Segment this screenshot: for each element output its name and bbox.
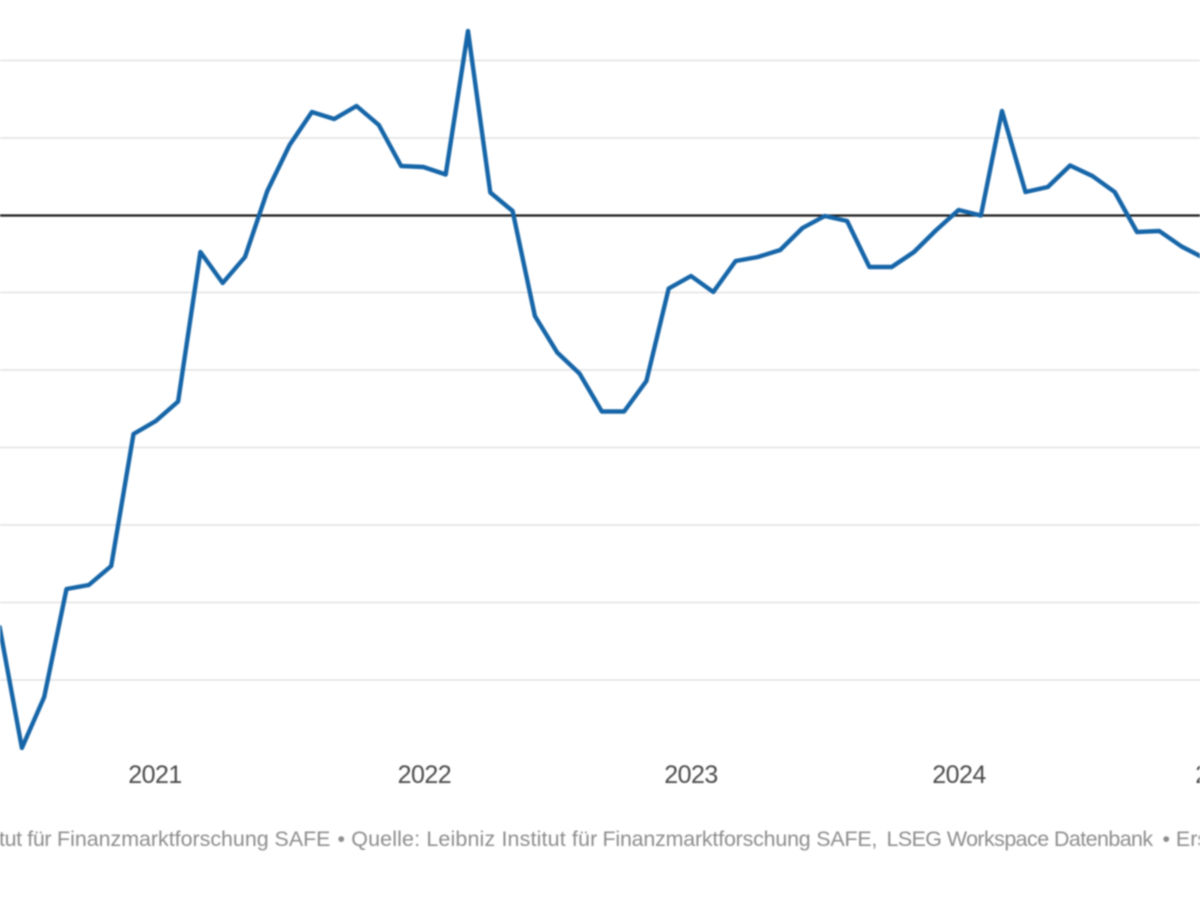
svg-text:• Quelle: Leibniz Institut für: • Quelle: Leibniz Institut für — [338, 827, 598, 851]
svg-text:2021: 2021 — [128, 761, 182, 789]
svg-text:Finanzmarktforschung SAFE,: Finanzmarktforschung SAFE, — [603, 827, 878, 851]
svg-text:Finanzmarktforschung SAFE: Finanzmarktforschung SAFE — [57, 827, 330, 851]
svg-text:• Erstellt mit Datawrapper: • Erstellt mit Datawrapper — [1163, 827, 1200, 851]
svg-text:tut für: tut für — [0, 827, 51, 851]
svg-text:2025: 2025 — [1195, 761, 1200, 789]
svg-text:2022: 2022 — [398, 761, 452, 789]
svg-text:2023: 2023 — [664, 761, 718, 789]
svg-text:2024: 2024 — [932, 761, 986, 789]
svg-text:LSEG Workspace Datenbank: LSEG Workspace Datenbank — [887, 827, 1154, 851]
